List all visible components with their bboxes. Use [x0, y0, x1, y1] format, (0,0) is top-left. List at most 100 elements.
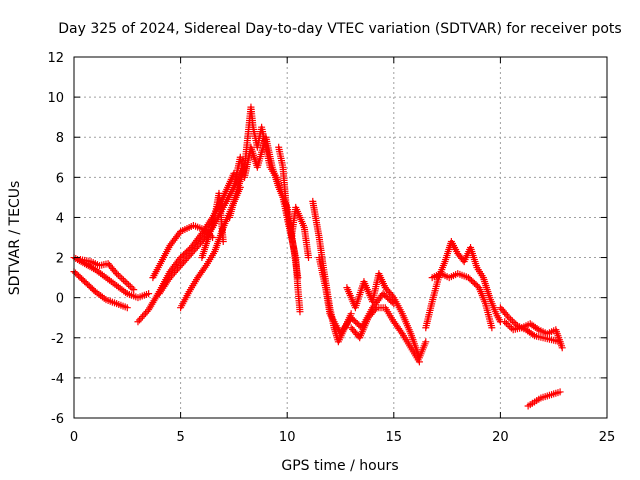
data-point	[123, 304, 131, 312]
series-track-16	[422, 238, 504, 332]
data-point	[175, 263, 183, 271]
data-point	[508, 317, 516, 325]
data-point	[558, 344, 566, 352]
data-point	[111, 268, 119, 276]
data-point	[121, 278, 129, 286]
x-tick-label: 15	[386, 430, 403, 445]
data-point	[388, 292, 396, 300]
data-point	[128, 284, 136, 292]
data-point	[422, 338, 430, 346]
data-point	[186, 251, 194, 259]
data-point	[296, 308, 304, 316]
data-point	[501, 318, 509, 326]
series-track-3	[76, 256, 138, 294]
series-track-20	[524, 388, 564, 410]
data-point	[118, 274, 126, 282]
data-point	[193, 243, 201, 251]
y-tick-label: 12	[47, 51, 64, 66]
series-track-9	[226, 103, 304, 316]
series-track-13	[315, 254, 398, 338]
data-point	[137, 314, 145, 322]
data-point	[172, 267, 180, 275]
data-point	[192, 244, 200, 252]
data-point	[134, 318, 142, 326]
data-point	[507, 324, 515, 332]
y-tick-label: 4	[56, 211, 64, 226]
data-point	[397, 328, 405, 336]
chart-title: Day 325 of 2024, Sidereal Day-to-day VTE…	[58, 21, 621, 37]
data-point	[305, 254, 313, 262]
data-point	[116, 273, 124, 281]
series-track-11	[275, 143, 313, 262]
data-point	[510, 319, 518, 327]
data-point	[169, 270, 177, 278]
data-point	[504, 321, 512, 329]
data-point	[184, 253, 192, 261]
data-point	[126, 282, 134, 290]
x-tick-label: 0	[70, 430, 78, 445]
x-tick-label: 10	[279, 430, 296, 445]
y-tick-label: -4	[51, 372, 64, 387]
data-point	[187, 250, 195, 258]
data-point	[166, 274, 174, 282]
series-track-17	[428, 270, 496, 332]
data-point	[183, 255, 191, 263]
data-point	[219, 238, 227, 246]
data-point	[139, 313, 147, 321]
data-point	[171, 268, 179, 276]
data-point	[415, 358, 423, 366]
x-axis-label: GPS time / hours	[281, 458, 398, 474]
y-tick-label: 0	[56, 292, 64, 307]
data-point	[506, 323, 514, 331]
data-point	[201, 263, 209, 271]
axis-ticks: 0 5 10 15 20 25 -6 -4 -2 0 2 4 6 8 10 12	[47, 51, 615, 445]
y-tick-label: -2	[51, 332, 64, 347]
data-point	[502, 319, 510, 327]
y-tick-label: -6	[51, 412, 64, 427]
data-point	[125, 281, 133, 289]
data-point	[507, 315, 515, 323]
series-track-14	[343, 270, 430, 362]
grid	[74, 57, 607, 418]
data-point	[294, 274, 302, 282]
x-tick-label: 20	[492, 430, 509, 445]
data-point	[190, 246, 198, 254]
data-point	[143, 307, 151, 315]
data-point	[371, 305, 379, 313]
y-tick-label: 2	[56, 252, 64, 267]
data-point	[200, 225, 208, 233]
data-point	[135, 316, 143, 324]
data-point	[113, 270, 121, 278]
data-series	[70, 103, 566, 410]
data-point	[195, 241, 203, 249]
data-point	[123, 279, 131, 287]
x-tick-label: 25	[599, 430, 616, 445]
data-point	[189, 248, 197, 256]
data-point	[181, 256, 189, 264]
y-tick-label: 8	[56, 131, 64, 146]
data-point	[145, 290, 153, 298]
data-point	[556, 388, 564, 396]
data-point	[504, 312, 512, 320]
data-point	[114, 271, 122, 279]
series-track-19	[501, 318, 566, 352]
data-point	[180, 258, 188, 266]
series-track-15	[347, 304, 423, 366]
series-track-2	[70, 268, 131, 312]
data-point	[140, 311, 148, 319]
series-track-8	[198, 189, 227, 262]
y-tick-label: 6	[56, 171, 64, 186]
data-point	[174, 265, 182, 273]
data-point	[119, 276, 127, 284]
data-point	[167, 272, 175, 280]
plot-frame	[73, 56, 608, 419]
data-point	[533, 325, 541, 333]
data-point	[529, 331, 537, 339]
data-point	[177, 262, 185, 270]
y-tick-label: 10	[47, 91, 64, 106]
data-point	[142, 309, 150, 317]
x-tick-label: 5	[176, 430, 184, 445]
y-axis-label: SDTVAR / TECUs	[7, 181, 23, 296]
data-point	[178, 260, 186, 268]
